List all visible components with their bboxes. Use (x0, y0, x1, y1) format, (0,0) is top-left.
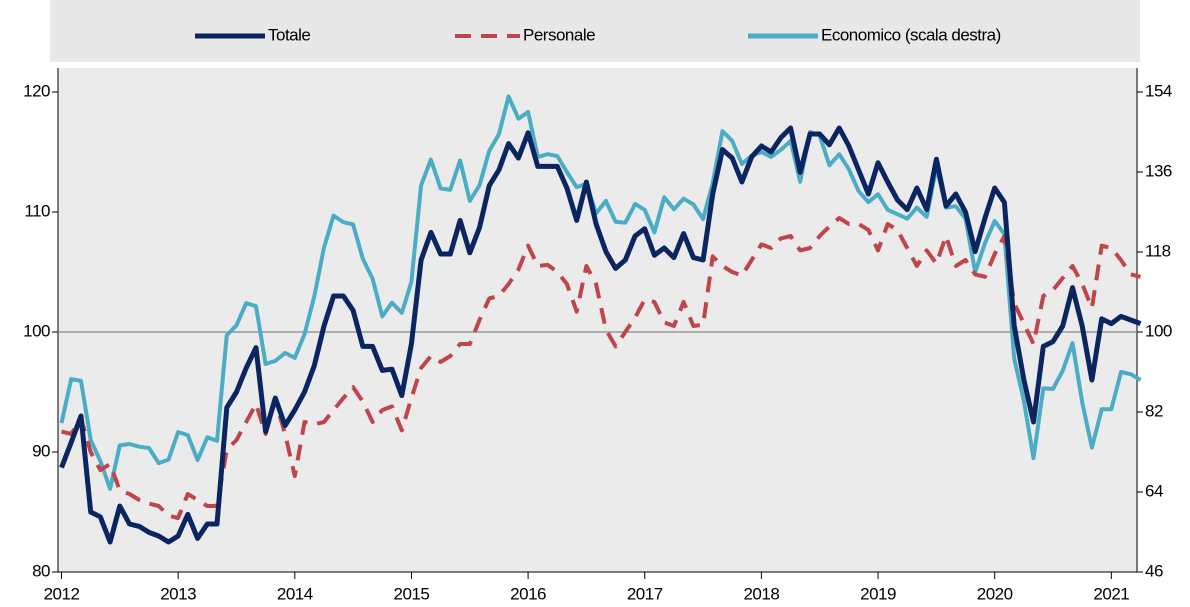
y2-tick-label: 154 (1145, 81, 1172, 100)
x-tick-label: 2016 (510, 584, 546, 603)
y2-tick-label: 46 (1145, 561, 1163, 580)
series-line (59, 94, 1142, 491)
legend-label: Totale (268, 25, 310, 44)
x-tick-label: 2012 (44, 584, 80, 603)
y2-tick-label: 118 (1145, 241, 1171, 260)
y2-tick-label: 82 (1145, 401, 1163, 420)
y-tick-label: 100 (23, 321, 50, 340)
series-line (61, 216, 1141, 520)
y-tick-label: 90 (32, 441, 50, 460)
y2-tick-label: 100 (1145, 321, 1172, 340)
x-tick-label: 2019 (860, 584, 896, 603)
y2-tick-label: 64 (1145, 481, 1163, 500)
x-tick-label: 2017 (627, 584, 663, 603)
x-tick-label: 2018 (743, 584, 779, 603)
x-tick-label: 2013 (160, 584, 196, 603)
y2-tick-label: 136 (1145, 161, 1172, 180)
x-tick-label: 2015 (394, 584, 430, 603)
x-tick-label: 2020 (977, 584, 1013, 603)
y-tick-label: 110 (24, 201, 50, 220)
legend-label: Personale (523, 25, 595, 44)
y-tick-label: 120 (23, 81, 50, 100)
legend-label: Economico (scala destra) (821, 25, 1001, 44)
legend-background (50, 0, 1140, 62)
y-tick-label: 80 (32, 561, 50, 580)
x-tick-label: 2014 (277, 584, 313, 603)
series-line (59, 125, 1142, 545)
x-tick-label: 2021 (1093, 584, 1129, 603)
